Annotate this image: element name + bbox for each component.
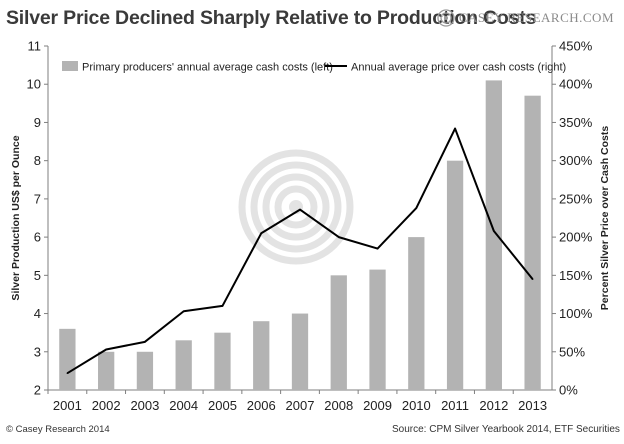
left-tick-label: 9	[34, 115, 41, 130]
line-point-2004	[182, 310, 185, 313]
line-point-2008	[337, 236, 340, 238]
right-tick-label: 0%	[559, 383, 578, 398]
left-tick-label: 3	[34, 344, 41, 359]
bar-2006	[253, 321, 270, 390]
left-tick-label: 10	[27, 77, 41, 92]
copyright-note: © Casey Research 2014	[6, 424, 110, 435]
bar-2010	[408, 237, 425, 390]
left-tick-label: 2	[34, 383, 41, 398]
x-tick-label: 2012	[479, 398, 508, 413]
bar-2007	[291, 313, 309, 390]
line-point-2010	[415, 207, 418, 209]
x-tick-label: 2004	[169, 398, 198, 413]
x-tick-label: 2013	[518, 398, 547, 413]
right-tick-label: 350%	[559, 115, 593, 130]
line-point-2013	[531, 278, 534, 280]
bar-2002	[98, 351, 115, 390]
left-tick-label: 7	[34, 191, 41, 206]
line-point-2002	[105, 348, 107, 351]
watermark-ring-2	[262, 173, 330, 241]
x-tick-label: 2007	[286, 398, 315, 413]
watermark-ring-0	[238, 149, 354, 265]
source-note: Source: CPM Silver Yearbook 2014, ETF Se…	[392, 424, 620, 435]
logo-text: CASEY RESEARCH.COM	[458, 10, 614, 25]
watermark-ring-1	[250, 161, 342, 253]
watermark-ring-3	[274, 185, 318, 229]
casey-logo-icon	[437, 9, 455, 27]
x-tick-label: 2006	[247, 398, 276, 413]
bar-2009	[369, 269, 386, 390]
line-point-2007	[299, 208, 301, 211]
right-tick-label: 400%	[559, 77, 593, 92]
bar-2012	[485, 80, 502, 391]
bar-2005	[214, 332, 231, 390]
left-tick-label: 4	[34, 306, 41, 321]
legend-line-label: Annual average price over cash costs (ri…	[351, 62, 566, 74]
line-point-2001	[66, 372, 69, 374]
left-tick-label: 5	[34, 268, 41, 283]
right-tick-label: 450%	[559, 39, 593, 54]
left-tick-label: 8	[34, 153, 41, 168]
left-axis-title: Silver Production US$ per Ounce	[10, 135, 22, 300]
bar-2003	[136, 351, 154, 390]
right-tick-label: 250%	[559, 191, 593, 206]
x-tick-label: 2008	[324, 398, 353, 413]
bar-2013	[524, 95, 541, 390]
x-tick-label: 2002	[92, 398, 121, 413]
x-tick-label: 2009	[363, 398, 392, 413]
left-tick-label: 11	[28, 39, 42, 54]
x-tick-label: 2010	[402, 398, 431, 413]
x-tick-label: 2003	[130, 398, 159, 413]
line-point-2011	[454, 127, 456, 130]
x-tick-label: 2011	[441, 398, 469, 413]
right-tick-label: 100%	[559, 306, 593, 321]
bar-2011	[446, 160, 464, 390]
line-point-2006	[260, 232, 263, 235]
line-point-2005	[221, 305, 224, 307]
right-tick-label: 200%	[559, 230, 593, 245]
x-tick-label: 2005	[208, 398, 237, 413]
left-tick-label: 6	[34, 230, 41, 245]
casey-research-logo: CASEY RESEARCH.COM	[437, 9, 614, 27]
line-point-2003	[144, 341, 146, 343]
line-point-2012	[493, 230, 495, 232]
bar-2008	[330, 275, 347, 390]
x-tick-label: 2001	[53, 398, 82, 413]
bar-2004	[175, 340, 192, 390]
right-tick-label: 300%	[559, 153, 593, 168]
chart-title: Silver Price Declined Sharply Relative t…	[6, 7, 537, 29]
bar-2001	[59, 328, 76, 390]
line-point-2009	[376, 247, 379, 250]
right-tick-label: 50%	[559, 344, 585, 359]
right-tick-label: 150%	[559, 268, 593, 283]
legend-bar-swatch	[62, 61, 78, 71]
right-axis-title: Percent Silver Price over Cash Costs	[599, 126, 611, 311]
legend-bar-label: Primary producers' annual average cash c…	[82, 62, 333, 74]
